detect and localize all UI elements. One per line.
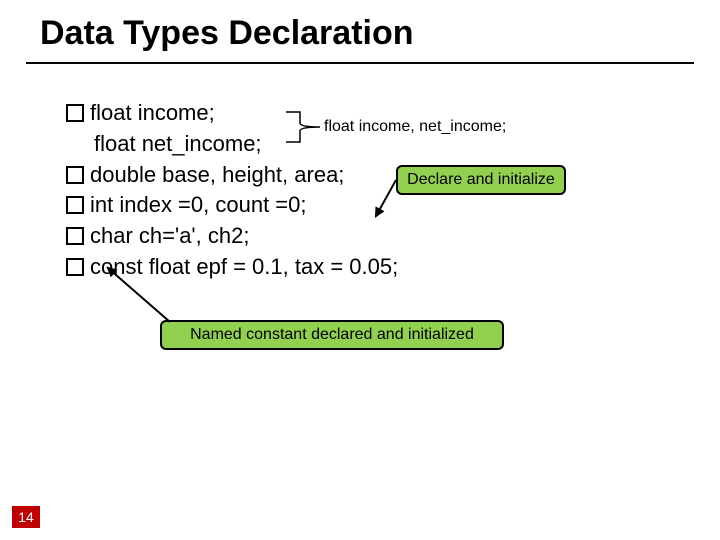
bullet-icon: [66, 258, 84, 276]
line-3: int index =0, count =0;: [90, 190, 307, 221]
slide-title: Data Types Declaration: [40, 14, 414, 53]
bullet-3: int index =0, count =0;: [66, 190, 398, 221]
bullet-4: char ch='a', ch2;: [66, 221, 398, 252]
line-1: float income;: [90, 98, 215, 129]
bullet-icon: [66, 227, 84, 245]
title-rule: [26, 62, 694, 64]
bullet-icon: [66, 104, 84, 122]
slide-number: 14: [12, 506, 40, 528]
line-2: double base, height, area;: [90, 160, 344, 191]
bullet-2: double base, height, area;: [66, 160, 398, 191]
callout-named-constant: Named constant declared and initialized: [160, 320, 504, 350]
annotation-combined-decl: float income, net_income;: [324, 118, 506, 136]
bullet-5: const float epf = 0.1, tax = 0.05;: [66, 252, 398, 283]
slide: Data Types Declaration float income; flo…: [0, 0, 720, 540]
bullet-icon: [66, 166, 84, 184]
line-4: char ch='a', ch2;: [90, 221, 249, 252]
callout-declare-initialize: Declare and initialize: [396, 165, 566, 195]
line-5: const float epf = 0.1, tax = 0.05;: [90, 252, 398, 283]
bullet-icon: [66, 196, 84, 214]
